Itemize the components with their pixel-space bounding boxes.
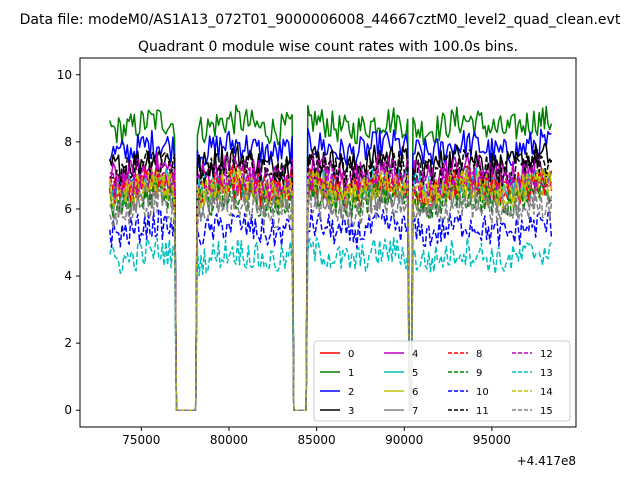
x-tick-label: 80000 — [210, 433, 248, 447]
y-tick-label: 6 — [64, 202, 72, 216]
legend-label-13: 13 — [540, 368, 553, 379]
legend-label-15: 15 — [540, 406, 553, 417]
legend-label-2: 2 — [348, 387, 354, 398]
legend-label-11: 11 — [476, 406, 489, 417]
series-line-15 — [109, 188, 553, 411]
x-tick-label: 85000 — [298, 433, 336, 447]
series-line-14 — [109, 168, 552, 411]
x-tick-label: 75000 — [122, 433, 160, 447]
legend-label-7: 7 — [412, 406, 418, 417]
legend-label-12: 12 — [540, 349, 553, 360]
series-line-12 — [109, 161, 552, 411]
figure-suptitle: Data file: modeM0/AS1A13_072T01_90000060… — [20, 12, 621, 28]
legend-label-0: 0 — [348, 349, 354, 360]
legend-label-8: 8 — [476, 349, 482, 360]
y-tick-label: 10 — [57, 68, 72, 82]
x-tick-label: 90000 — [385, 433, 423, 447]
x-offset-label: +4.417e8 — [517, 454, 576, 468]
legend-box — [313, 340, 571, 422]
legend-label-3: 3 — [348, 406, 354, 417]
legend-label-10: 10 — [476, 387, 489, 398]
chart-title: Quadrant 0 module wise count rates with … — [138, 39, 518, 55]
y-axis: 0 2 4 6 8 10 — [57, 68, 80, 417]
legend-label-9: 9 — [476, 368, 482, 379]
series-line-11 — [109, 149, 553, 411]
legend-label-5: 5 — [412, 368, 418, 379]
legend-label-6: 6 — [412, 387, 418, 398]
series-layer — [109, 104, 553, 411]
legend-label-14: 14 — [540, 387, 553, 398]
y-tick-label: 0 — [64, 403, 72, 417]
y-tick-label: 8 — [64, 135, 72, 149]
y-tick-label: 2 — [64, 336, 72, 350]
legend-label-1: 1 — [348, 368, 354, 379]
y-tick-label: 4 — [64, 269, 72, 283]
series-line-9 — [109, 178, 553, 411]
x-axis: 75000 80000 85000 90000 95000 — [122, 427, 511, 447]
axes-border — [79, 57, 577, 428]
series-line-13 — [109, 236, 553, 411]
x-tick-label: 95000 — [473, 433, 511, 447]
series-line-10 — [109, 208, 553, 411]
legend-label-4: 4 — [412, 349, 418, 360]
